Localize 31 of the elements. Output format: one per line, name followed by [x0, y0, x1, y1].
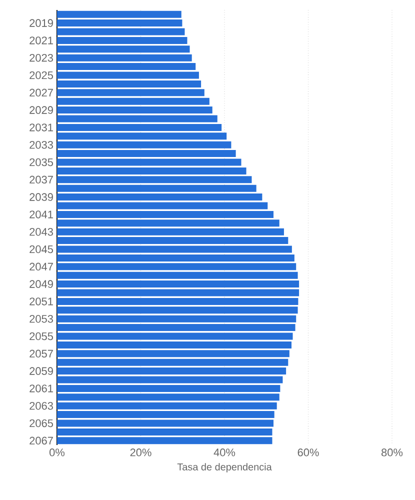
y-tick-label: 2055	[30, 332, 54, 340]
x-tick-label: 80%	[382, 448, 403, 456]
y-tick-label: 2041	[30, 210, 53, 218]
y-tick-label: 2063	[30, 402, 53, 410]
y-tick-label: 2035	[30, 158, 54, 166]
y-tick-label: 2049	[30, 280, 53, 288]
y-tick-label: 2051	[30, 298, 53, 306]
y-tick-label: 2039	[30, 193, 53, 201]
y-tick-label: 2033	[30, 140, 53, 149]
y-tick-label: 2057	[30, 350, 53, 358]
y-tick-label: 2029	[30, 106, 53, 114]
y-tick-label: 2025	[30, 71, 54, 80]
x-tick-label: 40%	[214, 448, 236, 456]
x-tick-label: 20%	[130, 448, 152, 456]
y-tick-label: 2019	[30, 19, 53, 27]
y-tick-label: 2061	[30, 384, 53, 392]
x-tick-label: 60%	[298, 448, 319, 456]
y-tick-label: 2047	[30, 262, 53, 271]
y-tick-label: 2031	[30, 124, 53, 132]
x-axis-title: Tasa de dependencia	[177, 463, 272, 472]
y-tick-label: 2043	[30, 228, 53, 236]
y-tick-label: 2067	[30, 436, 53, 445]
y-tick-label: 2021	[30, 36, 53, 44]
x-tick-label: 0%	[50, 448, 65, 456]
y-tick-label: 2059	[30, 367, 53, 375]
y-tick-label: 2053	[30, 314, 53, 323]
y-tick-label: 2027	[30, 88, 53, 97]
y-tick-label: 2045	[30, 245, 54, 254]
y-tick-label: 2065	[30, 419, 54, 428]
y-tick-label: 2023	[30, 54, 53, 62]
y-tick-label: 2037	[30, 176, 53, 184]
